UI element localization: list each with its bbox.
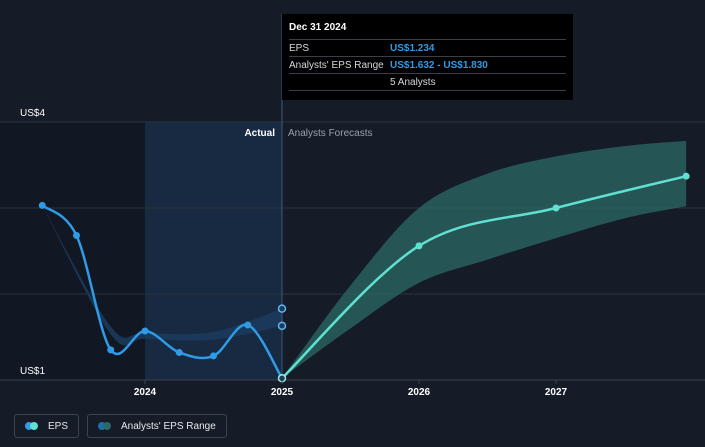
eps-forecast-line bbox=[281, 174, 687, 380]
range-legend-dot-a bbox=[98, 422, 107, 430]
eps-actual-point bbox=[210, 352, 217, 360]
eps-actual-point bbox=[244, 321, 252, 329]
eps-actual-point bbox=[38, 201, 46, 209]
legend: EPS Analysts' EPS Range bbox=[14, 414, 227, 438]
eps-legend-dot-a bbox=[25, 422, 33, 430]
legend-item-range[interactable]: Analysts' EPS Range bbox=[87, 414, 227, 438]
y-axis-top-label: US$4 bbox=[20, 108, 45, 119]
x-tick-label: 2025 bbox=[271, 387, 294, 398]
legend-item-eps[interactable]: EPS bbox=[14, 414, 80, 438]
tooltip-eps-label: EPS bbox=[289, 42, 310, 54]
eps-legend-icon bbox=[25, 422, 39, 430]
tooltip-row-range: Analysts' EPS Range US$1.632 - US$1.830 bbox=[289, 56, 566, 73]
eps-actual-point bbox=[107, 346, 115, 354]
forecast-label: Analysts Forecasts bbox=[288, 128, 372, 139]
tooltip-range-value: US$1.632 - US$1.830 bbox=[390, 59, 488, 71]
y-axis-bottom-label: US$1 bbox=[20, 366, 45, 377]
tooltip-date: Dec 31 2024 bbox=[289, 22, 347, 33]
tooltip-row-eps: EPS US$1.234 bbox=[289, 39, 566, 56]
range-legend-dot-b bbox=[103, 422, 112, 430]
eps-actual-point bbox=[73, 232, 80, 240]
actual-eps-range-band bbox=[42, 205, 282, 346]
eps-legend-dot-b bbox=[30, 422, 38, 430]
x-tick-label: 2027 bbox=[545, 387, 568, 398]
eps-actual-point bbox=[141, 327, 149, 335]
range-legend-icon bbox=[98, 422, 112, 430]
tooltip-row-analysts: 5 Analysts bbox=[289, 73, 566, 91]
highlight-point bbox=[277, 304, 287, 313]
forecast-eps-range-band bbox=[282, 140, 687, 379]
eps-forecast-end-point bbox=[682, 172, 690, 180]
x-tick-label: 2024 bbox=[134, 387, 157, 398]
legend-eps-label: EPS bbox=[48, 420, 69, 432]
x-tick-label: 2026 bbox=[408, 387, 431, 398]
legend-range-label: Analysts' EPS Range bbox=[121, 420, 216, 432]
eps-forecast-point bbox=[415, 242, 423, 250]
tooltip-range-label: Analysts' EPS Range bbox=[289, 59, 384, 71]
tooltip: Dec 31 2024 EPS US$1.234 Analysts' EPS R… bbox=[282, 14, 573, 100]
highlight-point bbox=[277, 321, 287, 331]
tooltip-eps-value: US$1.234 bbox=[390, 42, 435, 54]
eps-forecast-point bbox=[552, 204, 560, 212]
actual-label: Actual bbox=[244, 128, 275, 139]
tooltip-analysts-value: 5 Analysts bbox=[390, 76, 436, 88]
eps-actual-point bbox=[175, 348, 183, 356]
